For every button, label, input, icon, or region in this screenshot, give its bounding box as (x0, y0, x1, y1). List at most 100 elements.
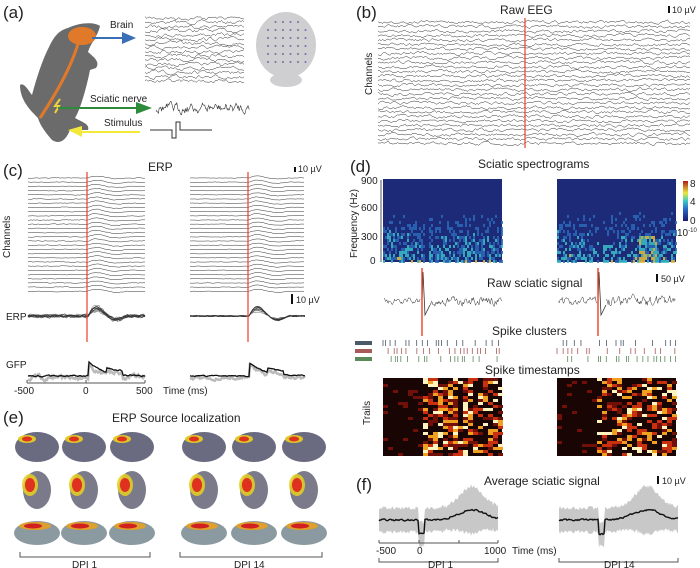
electrode-dot (289, 37, 292, 39)
scale-bar (657, 476, 659, 484)
heatmap-cell (667, 441, 672, 444)
heatmap-cell (458, 441, 463, 444)
spectrogram-cell (643, 251, 645, 254)
heatmap-cell (647, 432, 652, 435)
eeg-trace (144, 35, 245, 42)
heatmap-cell (667, 420, 672, 423)
heatmap-cell (443, 384, 448, 387)
heatmap-cell (433, 402, 438, 405)
spectrogram-cell (473, 218, 475, 221)
spectrogram-cell (641, 260, 643, 263)
spectrogram-cell (409, 257, 411, 260)
spectrogram-cell (653, 245, 655, 248)
spectrogram-cell (439, 257, 441, 260)
spectrogram-cell (671, 212, 673, 215)
activation-spot (69, 436, 79, 442)
group-label-dpi1: DPI 1 (428, 560, 453, 568)
spectrogram-cell (583, 224, 585, 227)
panel-e: (e) ERP Source localization DPI 1 DPI 14 (3, 408, 327, 568)
spectrogram-cell (479, 239, 481, 242)
spectrogram-cell (421, 248, 423, 251)
heatmap-cell (458, 444, 463, 447)
spectrogram-cell (633, 236, 635, 239)
heatmap-cell (493, 399, 498, 402)
tick-label: -500 (376, 546, 396, 557)
spectrogram-cell (559, 251, 561, 254)
heatmap-cell (627, 423, 632, 426)
erp-channel-trace (189, 184, 304, 188)
spectrogram-cell (631, 251, 633, 254)
spectrogram-cell (655, 260, 657, 263)
heatmap-cell (453, 420, 458, 423)
spectrogram-cell (633, 254, 635, 257)
spectrogram-cell (493, 221, 495, 224)
spectrogram-cell (475, 254, 477, 257)
spectrogram-cell (655, 251, 657, 254)
heatmap-cell (428, 438, 433, 441)
spectrogram-cell (411, 248, 413, 251)
spectrogram-cell (675, 233, 677, 236)
spectrogram-cell (663, 248, 665, 251)
panel-a: (a) Brain Sciatic nerve Stimulus (3, 3, 316, 142)
spectrogram-cell (417, 242, 419, 245)
x-axis-label: Time (ms) (163, 386, 208, 397)
heatmap-cell (433, 411, 438, 414)
spectrogram-cell (665, 233, 667, 236)
spectrogram-cell (645, 242, 647, 245)
spectrogram-cell (403, 233, 405, 236)
heatmap-cell (612, 408, 617, 411)
spectrogram-cell (589, 248, 591, 251)
heatmap-cell (473, 411, 478, 414)
spectrogram-cell (495, 239, 497, 242)
heatmap-cell (622, 390, 627, 393)
heatmap-cell (468, 429, 473, 432)
heatmap-cell (423, 441, 428, 444)
spectrogram-cell (385, 257, 387, 260)
spectrogram-cell (449, 251, 451, 254)
heatmap-cell (473, 378, 478, 381)
spectrogram-cell (391, 245, 393, 248)
spectrogram-cell (625, 245, 627, 248)
heatmap-cell (672, 390, 677, 393)
heatmap-cell (627, 387, 632, 390)
eeg-trace (377, 64, 691, 70)
spectrogram-cell (675, 221, 677, 224)
spectrogram-cell (423, 233, 425, 236)
spectrogram-cell (435, 260, 437, 263)
scale-bar (291, 294, 293, 304)
spectrogram-cell (463, 254, 465, 257)
spectrogram-cell (597, 254, 599, 257)
spectrogram-cell (585, 260, 587, 263)
heatmap-cell (602, 432, 607, 435)
heatmap-cell (478, 444, 483, 447)
eeg-trace (377, 19, 691, 25)
scale-label: 10 µV (672, 5, 696, 15)
heatmap-cell (468, 393, 473, 396)
spinal-nerve-illustration (38, 43, 80, 119)
spectrogram-cell (581, 242, 583, 245)
spectrogram-cell (565, 236, 567, 239)
heatmap-cell (602, 450, 607, 453)
spectrogram-cell (465, 260, 467, 263)
spectrogram-cell (623, 245, 625, 248)
spectrogram-cell (643, 254, 645, 257)
heatmap-cell (662, 447, 667, 450)
eeg-trace (377, 46, 691, 52)
spectrogram-cell (651, 248, 653, 251)
spectrogram-cell (639, 248, 641, 251)
spectrogram-cell (463, 239, 465, 242)
erp-channel-trace (189, 179, 304, 184)
spectrogram-cell (403, 242, 405, 245)
spectrogram-cell (621, 230, 623, 233)
heatmap-cell (453, 408, 458, 411)
eeg-trace (145, 53, 245, 59)
heatmap-cell (498, 411, 503, 414)
spectrogram-cell (445, 242, 447, 245)
spectrogram-cell (665, 260, 667, 263)
heatmap-cell (557, 417, 562, 420)
spectrogram-cell (431, 233, 433, 236)
heatmap-cell (642, 447, 647, 450)
spectrogram-cell (643, 236, 645, 239)
heatmap-cell (473, 408, 478, 411)
spectrogram-cell (497, 254, 499, 257)
